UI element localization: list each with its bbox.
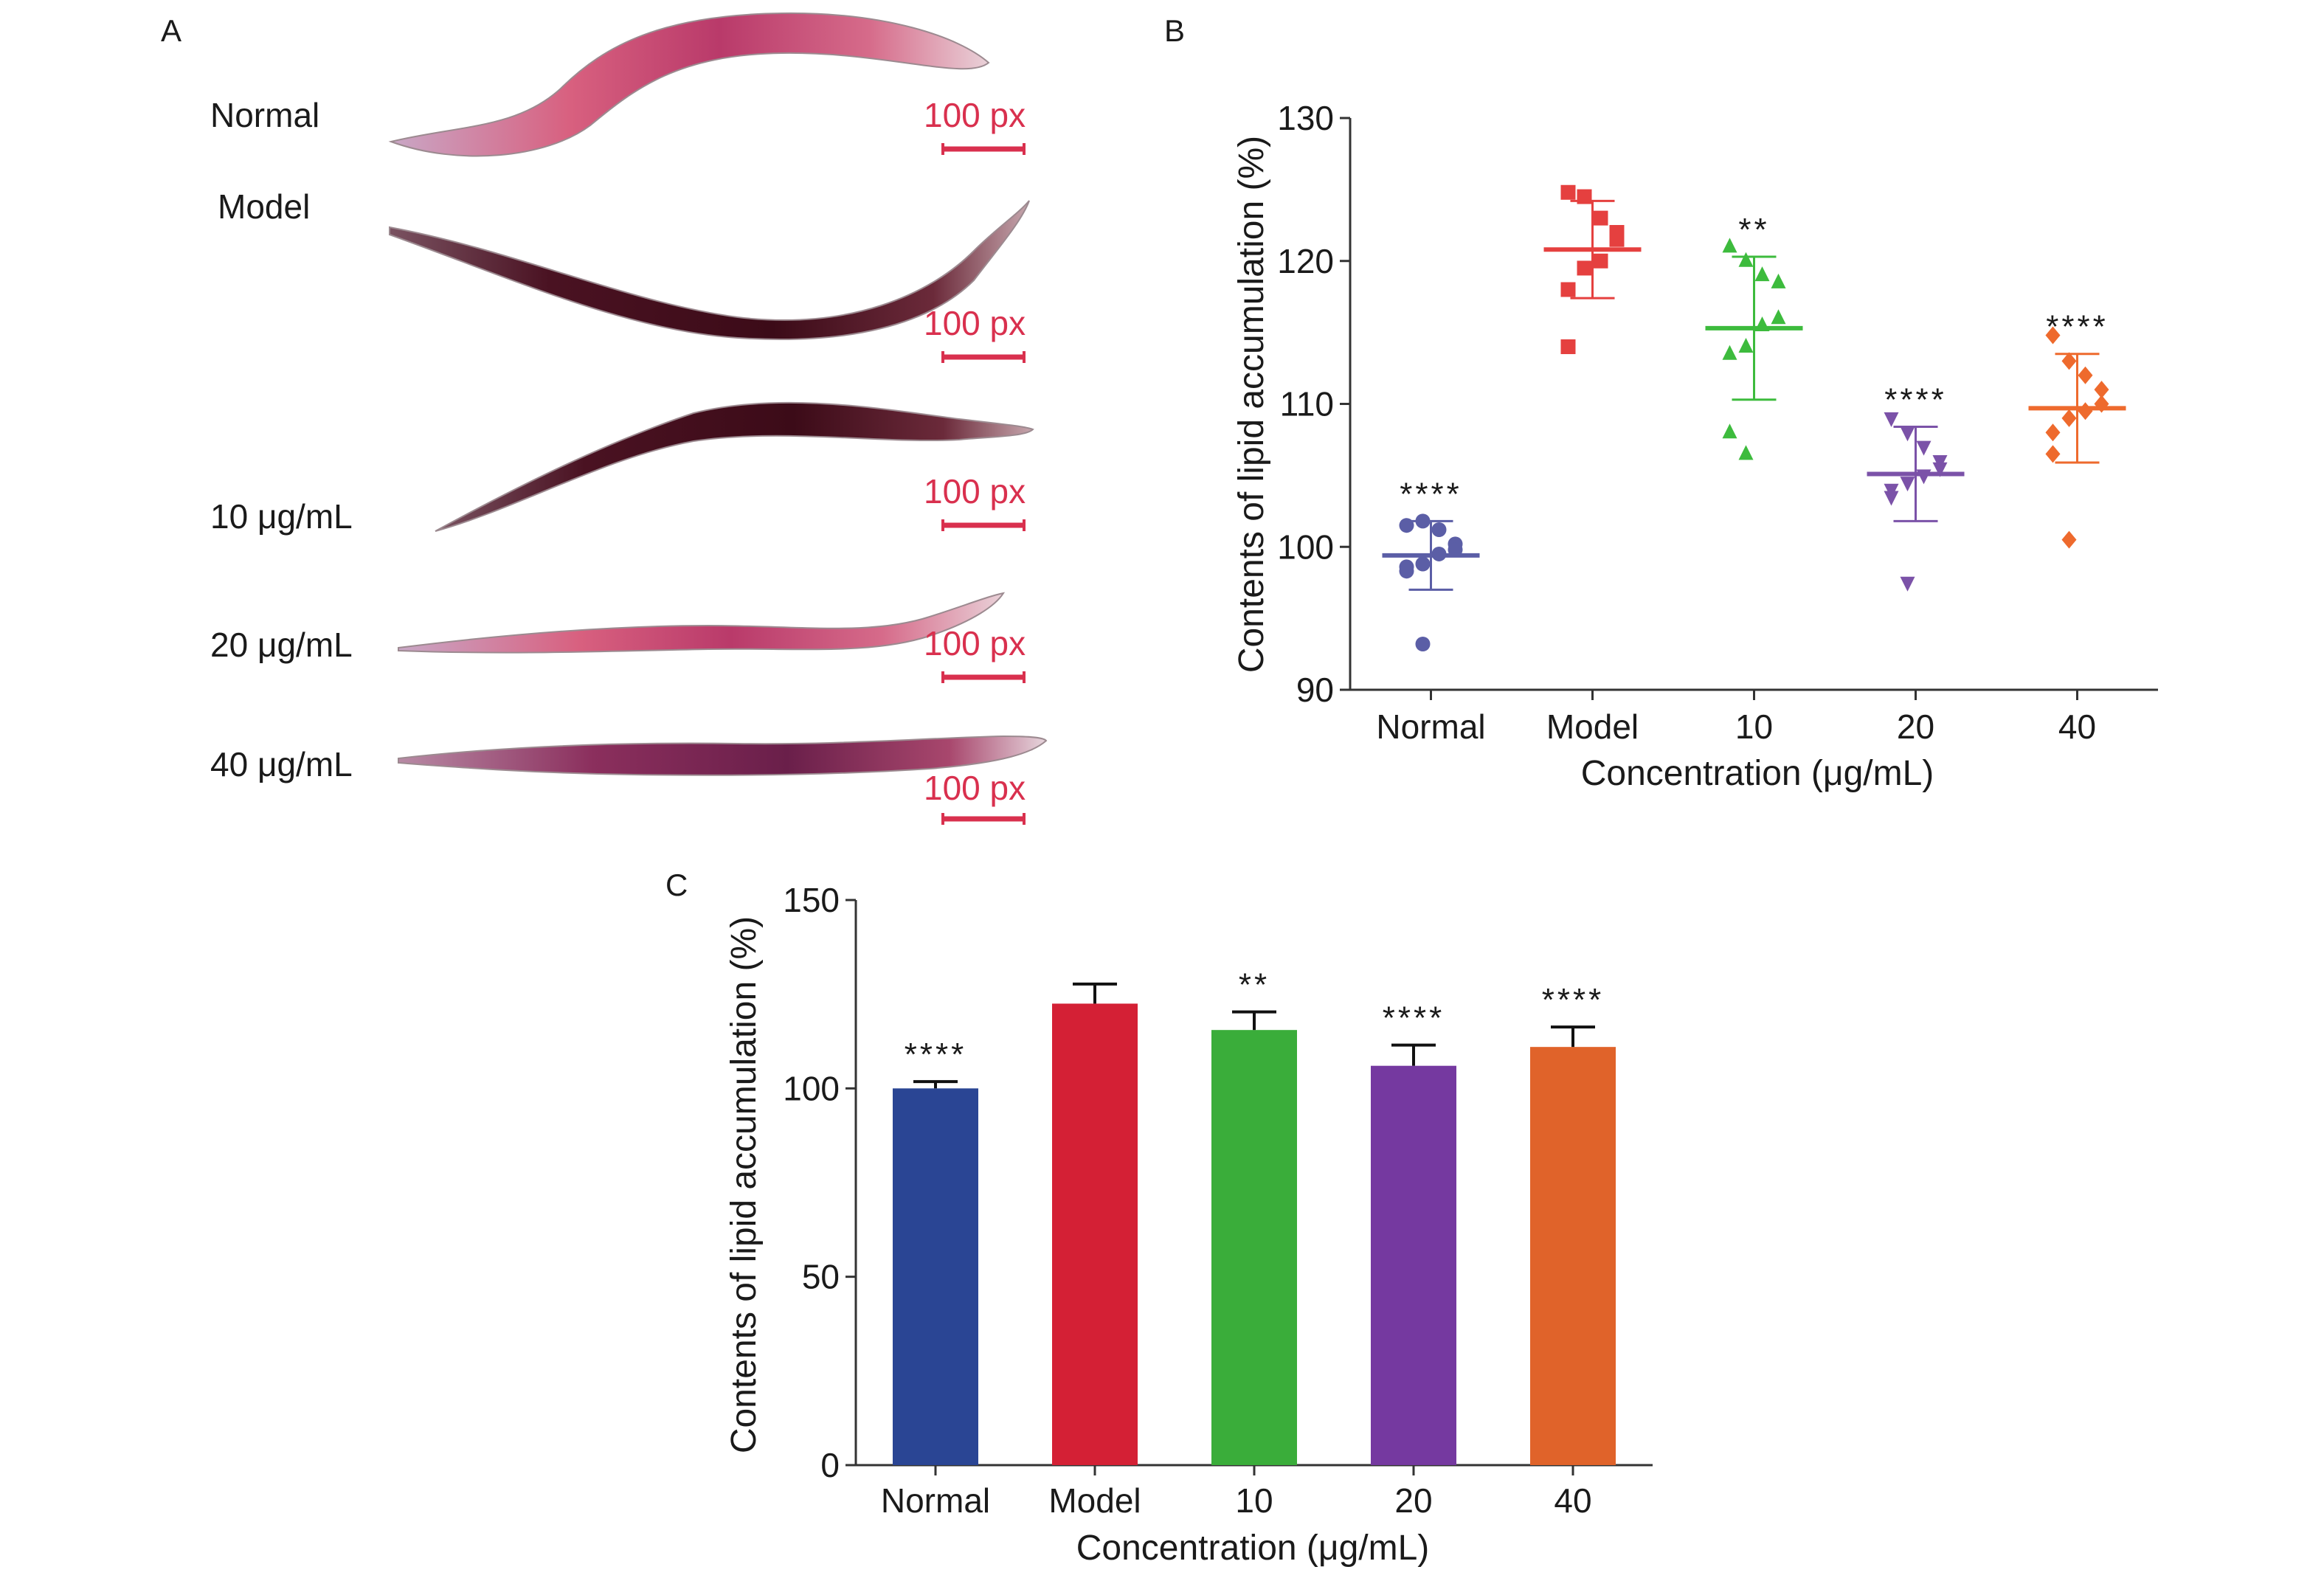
panel-c-y-axis-title: Contents of lipid accumulation (%)	[724, 916, 764, 1453]
panel-b-data-point	[1771, 273, 1786, 288]
panel-b-y-tick-label: 100	[1277, 527, 1334, 566]
panel-b-data-point	[1722, 345, 1737, 360]
panel-a: Normal 100 px Model 100 px 10 μg/mL 100 …	[210, 12, 1048, 825]
panel-c-bar	[1211, 1030, 1297, 1465]
panel-c-x-tick-label: 20	[1394, 1481, 1432, 1520]
panel-c-y-tick-label: 100	[783, 1069, 840, 1107]
panel-c-significance-label: **	[1239, 967, 1270, 1003]
panel-c-x-tick-label: 10	[1235, 1481, 1273, 1520]
worm-image-20	[398, 592, 1006, 654]
panel-b-data-point	[1577, 260, 1592, 276]
panel-b-data-point	[1593, 253, 1608, 269]
panel-b-axes: 90 100 110 120 130 Normal Model 10 20 40	[1277, 99, 2158, 746]
panel-b-data-point	[2061, 409, 2077, 427]
panel-b-y-tick-label: 130	[1277, 99, 1334, 137]
panel-b-data-point	[1722, 423, 1737, 439]
panel-b-data-point	[1884, 412, 1899, 427]
panel-b-data-point	[1771, 309, 1786, 325]
panel-c-x-tick-label: 40	[1554, 1481, 1591, 1520]
panel-b-y-tick-label: 110	[1280, 385, 1334, 423]
panel-c-marks: **************	[893, 967, 1616, 1465]
panel-b-data-point	[2078, 402, 2093, 421]
panel-b-significance-label: **	[1738, 212, 1769, 248]
scale-label-model: 100 px	[924, 304, 1026, 342]
panel-b-data-point	[1722, 238, 1737, 253]
worm-label-40: 40 μg/mL	[210, 745, 353, 783]
panel-c-y-tick-label: 0	[820, 1446, 840, 1484]
panel-b-data-point	[1884, 491, 1899, 506]
worm-label-model: Model	[218, 187, 310, 226]
panel-b-y-tick-label: 90	[1296, 671, 1334, 709]
panel-b-data-point	[1593, 210, 1608, 226]
panel-b-x-tick-label: 10	[1735, 707, 1773, 746]
panel-b-x-tick-label: 40	[2058, 707, 2096, 746]
panel-b-x-tick-label: 20	[1897, 707, 1934, 746]
worm-image-10	[435, 401, 1034, 532]
panel-b-data-point	[2045, 326, 2061, 345]
panel-b-data-point	[1399, 564, 1414, 579]
worm-label-20: 20 μg/mL	[210, 626, 353, 664]
panel-b-data-point	[1560, 282, 1576, 297]
panel-b-data-point	[1415, 556, 1431, 572]
panel-b-significance-label: ****	[1400, 476, 1462, 512]
panel-c-x-axis-title: Concentration (μg/mL)	[1076, 1529, 1430, 1568]
panel-b-data-point	[1738, 445, 1754, 460]
panel-b-data-point	[1916, 469, 1932, 485]
panel-c-significance-label: ****	[905, 1037, 967, 1073]
panel-b-data-point	[1609, 232, 1625, 247]
panel-c-y-tick-label: 150	[783, 881, 840, 919]
panel-c-axes: 0 50 100 150 Normal Model 10 20 40	[783, 881, 1653, 1520]
worm-image-model	[389, 200, 1030, 340]
scale-label-normal: 100 px	[924, 96, 1026, 134]
panel-b-x-axis-title: Concentration (μg/mL)	[1581, 754, 1934, 793]
panel-b-data-point	[2045, 423, 2061, 442]
panel-b-y-axis-title: Contents of lipid accumulation (%)	[1232, 136, 1271, 673]
panel-c-significance-label: ****	[1383, 1000, 1445, 1037]
panel-b-data-point	[2045, 445, 2061, 463]
worm-label-normal: Normal	[210, 96, 319, 134]
worm-image-40	[398, 735, 1048, 776]
panel-b-x-tick-label: Model	[1546, 707, 1639, 746]
panel-b-data-point	[2061, 352, 2077, 370]
panel-b-data-point	[1900, 477, 1915, 492]
panel-b-data-point	[1932, 462, 1948, 477]
panel-c-bar	[1530, 1047, 1616, 1465]
panel-b-data-point	[2061, 530, 2077, 549]
panel-b-data-point	[2078, 366, 2093, 384]
panel-c-bar	[1371, 1065, 1456, 1465]
worm-label-10: 10 μg/mL	[210, 497, 353, 536]
panel-b-x-tick-label: Normal	[1376, 707, 1485, 746]
scale-label-40: 100 px	[924, 769, 1026, 807]
panel-b-data-point	[1431, 522, 1447, 537]
panel-b-data-point	[1560, 339, 1576, 354]
panel-b-data-point	[1560, 184, 1576, 200]
panel-c-letter: C	[665, 868, 688, 902]
panel-b-data-point	[1738, 338, 1754, 353]
panel-b-y-tick-label: 120	[1277, 242, 1334, 280]
panel-b-significance-label: ****	[2046, 309, 2109, 345]
panel-b-data-point	[1900, 576, 1915, 592]
panel-b-data-point	[1754, 266, 1770, 282]
panel-b-data-point	[2094, 381, 2109, 399]
panel-b-significance-label: ****	[1884, 382, 1947, 418]
panel-c-significance-label: ****	[1542, 982, 1605, 1018]
panel-c-bar	[1052, 1003, 1138, 1465]
scale-label-20: 100 px	[924, 624, 1026, 662]
panel-c-bar	[893, 1088, 978, 1465]
panel-b-data-point	[1738, 252, 1754, 267]
panel-a-letter: A	[161, 13, 181, 48]
scale-label-10: 100 px	[924, 472, 1026, 511]
panel-c-x-tick-label: Normal	[881, 1481, 990, 1520]
panel-b-letter: B	[1164, 13, 1185, 48]
panel-b-data-point	[1916, 440, 1932, 456]
panel-c-y-tick-label: 50	[802, 1258, 840, 1296]
worm-image-normal	[388, 12, 990, 157]
panel-b-data-point	[1900, 426, 1915, 442]
panel-b-data-point	[1415, 637, 1431, 651]
panel-c-x-tick-label: Model	[1048, 1481, 1141, 1520]
panel-b-marks: **************	[1382, 184, 2126, 651]
